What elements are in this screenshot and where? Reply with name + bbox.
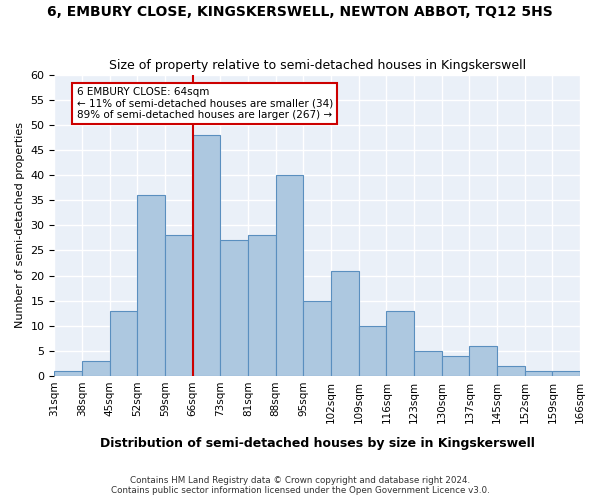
Bar xyxy=(55,371,82,376)
Bar xyxy=(524,371,553,376)
Bar xyxy=(137,195,165,376)
Bar xyxy=(193,135,220,376)
Bar xyxy=(220,240,248,376)
Bar xyxy=(359,326,386,376)
Bar xyxy=(414,351,442,376)
Bar xyxy=(165,236,193,376)
Bar xyxy=(248,236,276,376)
Bar xyxy=(497,366,524,376)
Bar xyxy=(110,311,137,376)
X-axis label: Distribution of semi-detached houses by size in Kingskerswell: Distribution of semi-detached houses by … xyxy=(100,437,535,450)
Text: 6, EMBURY CLOSE, KINGSKERSWELL, NEWTON ABBOT, TQ12 5HS: 6, EMBURY CLOSE, KINGSKERSWELL, NEWTON A… xyxy=(47,5,553,19)
Bar xyxy=(304,300,331,376)
Text: 6 EMBURY CLOSE: 64sqm
← 11% of semi-detached houses are smaller (34)
89% of semi: 6 EMBURY CLOSE: 64sqm ← 11% of semi-deta… xyxy=(77,87,333,120)
Title: Size of property relative to semi-detached houses in Kingskerswell: Size of property relative to semi-detach… xyxy=(109,59,526,72)
Bar xyxy=(276,175,304,376)
Bar xyxy=(82,361,110,376)
Bar xyxy=(442,356,469,376)
Bar xyxy=(469,346,497,376)
Bar xyxy=(553,371,580,376)
Text: Contains HM Land Registry data © Crown copyright and database right 2024.
Contai: Contains HM Land Registry data © Crown c… xyxy=(110,476,490,495)
Bar xyxy=(386,311,414,376)
Bar xyxy=(331,270,359,376)
Y-axis label: Number of semi-detached properties: Number of semi-detached properties xyxy=(15,122,25,328)
